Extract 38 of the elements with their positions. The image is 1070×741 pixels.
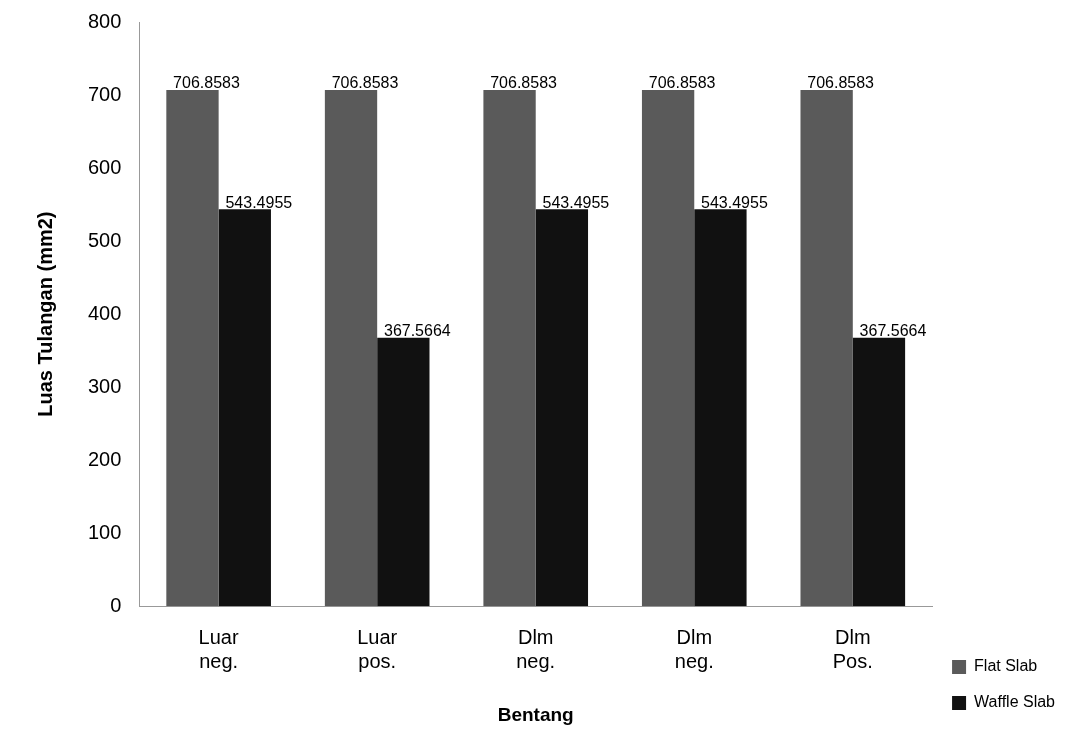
y-tick-label: 100 [87,520,122,543]
data-label: 706.8583 [490,74,558,92]
bar [535,209,589,607]
x-tick-label: Dlm neg. [516,625,556,672]
bar [166,90,219,607]
x-tick-label: Luar pos. [357,625,398,672]
data-label: 706.8583 [173,74,240,92]
bar [694,209,747,607]
data-label: 706.8583 [331,74,399,92]
bar [800,90,853,607]
y-tick-label: 300 [87,374,122,397]
data-label: 367.5664 [859,322,927,340]
bar [377,337,430,607]
x-tick-label: Luar neg. [198,625,239,672]
bar [324,90,378,607]
legend-label: Flat Slab [974,657,1038,675]
y-tick-label: 0 [110,593,122,616]
x-axis-title: Bentang [497,703,574,725]
data-label: 706.8583 [807,74,875,92]
data-label: 543.4955 [225,193,293,211]
bar [852,337,906,607]
bar [483,90,536,607]
x-tick-label: Dlm Pos. [832,625,873,672]
y-tick-label: 400 [87,301,122,324]
bar [218,209,271,607]
y-tick-label: 500 [87,228,122,251]
y-tick-label: 800 [87,9,122,32]
y-tick-label: 600 [87,155,122,178]
x-tick-label: Dlm neg. [674,625,714,672]
bar [641,90,695,607]
legend-label: Waffle Slab [974,693,1056,711]
data-label: 543.4955 [701,193,768,211]
data-label: 367.5664 [383,322,451,340]
y-tick-label: 200 [87,447,122,470]
y-tick-label: 700 [87,82,122,105]
data-label: 706.8583 [648,74,716,92]
y-axis-title: Luas Tulangan (mm2) [33,211,56,417]
data-label: 543.4955 [542,193,610,211]
